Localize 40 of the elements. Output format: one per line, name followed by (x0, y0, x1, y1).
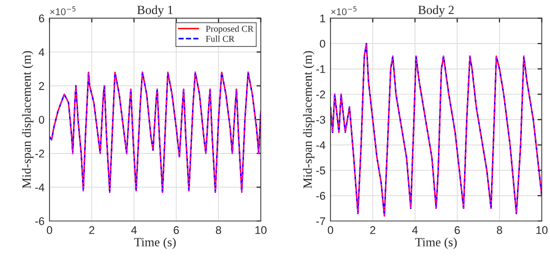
y-tick-label: -4 (35, 184, 44, 192)
y-tick-label: 0 (320, 40, 326, 48)
y-tick-label: -5 (316, 166, 326, 174)
x-axis-title: Time (s) (415, 238, 457, 249)
y-tick-label: -6 (35, 217, 44, 226)
x-tick-label: 8 (496, 226, 502, 234)
y-tick-label: -3 (316, 116, 326, 124)
legend-label: Proposed CR (206, 25, 254, 34)
chart-title: Body 2 (418, 5, 454, 17)
x-tick-label: 10 (536, 226, 548, 234)
y-tick-label: -2 (35, 150, 44, 158)
x-tick-label: 4 (131, 226, 137, 234)
y-tick-label: -7 (316, 217, 326, 226)
line-series (330, 42, 542, 217)
y-tick-label: 4 (38, 48, 44, 56)
x-tick-label: 4 (412, 226, 418, 234)
x-tick-label: 2 (370, 226, 376, 234)
x-tick-label: 0 (328, 226, 334, 234)
text: ×10$^{−5}$ (50, 6, 76, 16)
y-tick-label: -1 (316, 65, 326, 73)
y-tick-label: -2 (316, 90, 326, 98)
y-tick-label: 2 (39, 82, 44, 90)
y-axis-title: Mid-span displacement (m) (303, 51, 314, 188)
y-tick-label: -6 (316, 192, 326, 200)
y-tick-label: -4 (316, 141, 326, 149)
y-tick-label: 1 (320, 14, 326, 22)
x-tick-label: 8 (216, 226, 222, 234)
x-axis-title: Time (s) (134, 238, 176, 249)
x-tick-label: 0 (46, 226, 52, 234)
x-tick-label: 6 (454, 226, 460, 234)
text: ×10$^{−5}$ (331, 6, 357, 16)
y-tick-label: 0 (38, 116, 44, 124)
x-tick-label: 10 (255, 226, 267, 234)
line-series (50, 72, 261, 193)
y-axis-title: Mid-span displacement (m) (22, 51, 34, 188)
x-tick-label: 6 (174, 226, 179, 234)
x-tick-label: 2 (89, 226, 94, 234)
chart-title: Body 1 (137, 5, 173, 17)
y-tick-label: 6 (39, 14, 44, 22)
legend-label: Full CR (206, 36, 234, 42)
